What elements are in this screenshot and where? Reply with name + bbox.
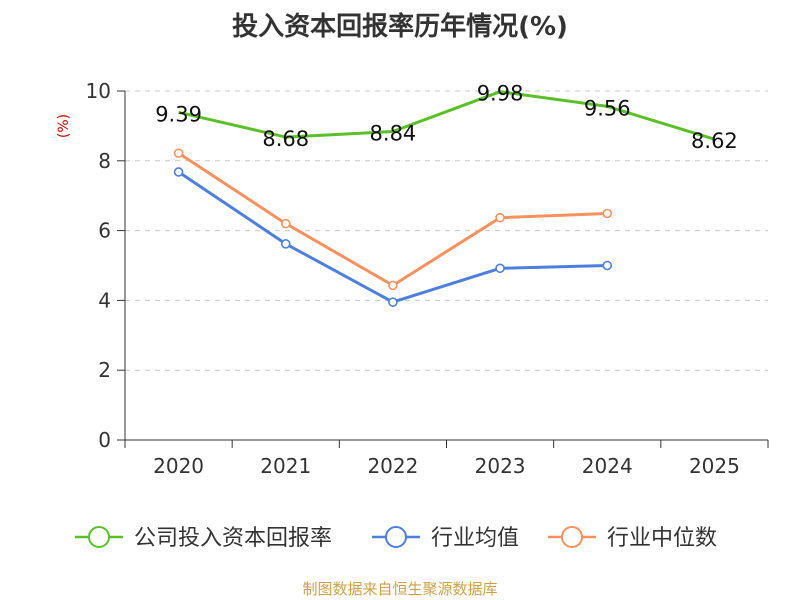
data-label-2021: 8.68 bbox=[262, 127, 309, 151]
point-s1-2023 bbox=[495, 263, 505, 274]
chart-title: 投入资本回报率历年情况(%) bbox=[232, 12, 568, 42]
x-tick-label-2022: 2022 bbox=[367, 454, 418, 478]
legend-marker-1 bbox=[385, 526, 407, 548]
legend-marker-2 bbox=[561, 526, 583, 548]
y-tick-label-10: 10 bbox=[86, 79, 111, 103]
x-tick-label-2025: 2025 bbox=[689, 454, 740, 478]
legend-label-0: 公司投入资本回报率 bbox=[134, 526, 332, 551]
y-tick-label-8: 8 bbox=[98, 149, 111, 173]
legend-marker-0 bbox=[88, 526, 110, 548]
point-s1-2022 bbox=[388, 297, 398, 307]
data-label-2025: 8.62 bbox=[691, 129, 738, 153]
data-labels: 9.39 8.68 8.84 9.98 9.56 8.62 bbox=[155, 82, 738, 153]
y-tick-label-4: 4 bbox=[98, 288, 111, 312]
y-axis-label: (%) bbox=[56, 114, 72, 138]
point-s1-2024 bbox=[602, 260, 613, 271]
x-tick-label-2020: 2020 bbox=[153, 454, 204, 478]
data-label-2023: 9.98 bbox=[477, 82, 524, 106]
axes: 0 2 4 6 8 10 (%) 2020 2021 2022 2023 2024 2025 bbox=[56, 79, 769, 478]
legend: 公司投入资本回报率 行业均值 行业中位数 bbox=[75, 526, 717, 551]
data-label-2022: 8.84 bbox=[370, 121, 417, 145]
x-tick-label-2021: 2021 bbox=[260, 454, 311, 478]
point-s2-2023 bbox=[495, 212, 505, 223]
series-layer bbox=[173, 90, 715, 307]
legend-label-1: 行业均值 bbox=[431, 526, 519, 551]
source-note: 制图数据来自恒生聚源数据库 bbox=[302, 580, 498, 598]
data-label-2020: 9.39 bbox=[155, 102, 202, 126]
series-line-0 bbox=[178, 90, 715, 141]
point-s2-2024 bbox=[602, 208, 613, 219]
y-tick-label-0: 0 bbox=[98, 428, 111, 452]
grid-lines bbox=[125, 90, 768, 371]
point-s2-2020 bbox=[173, 148, 184, 158]
y-tick-label-6: 6 bbox=[98, 219, 111, 243]
point-s2-2022 bbox=[388, 280, 398, 291]
point-s1-2021 bbox=[280, 239, 291, 249]
point-s2-2021 bbox=[280, 218, 291, 229]
x-tick-label-2024: 2024 bbox=[582, 454, 633, 478]
series-line-2 bbox=[177, 151, 608, 287]
x-tick-label-2023: 2023 bbox=[475, 454, 526, 478]
point-s1-2020 bbox=[173, 167, 184, 177]
data-label-2024: 9.56 bbox=[584, 96, 631, 120]
y-tick-label-2: 2 bbox=[98, 358, 111, 382]
legend-label-2: 行业中位数 bbox=[607, 526, 717, 551]
